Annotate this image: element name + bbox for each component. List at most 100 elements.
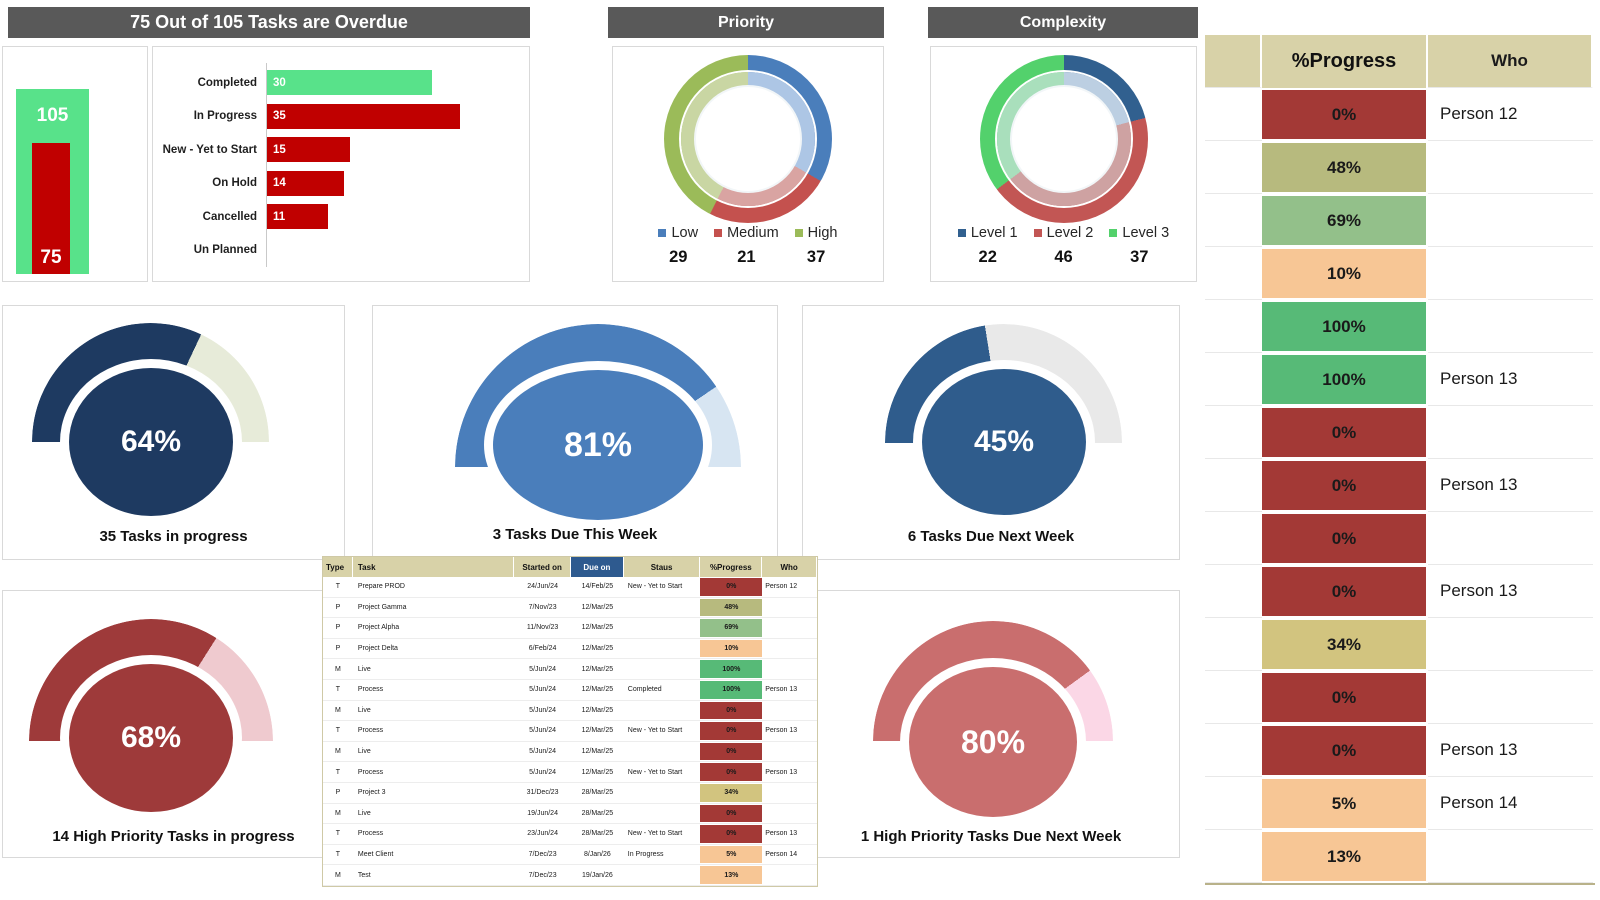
- magnified-progress-cell[interactable]: 13%: [1262, 830, 1428, 883]
- magnified-table-row[interactable]: 0%: [1205, 512, 1595, 565]
- table-cell[interactable]: 5%: [700, 845, 763, 865]
- task-table-header-cell[interactable]: Due on: [571, 557, 624, 577]
- table-cell[interactable]: 0%: [700, 824, 763, 844]
- table-cell[interactable]: Project Gamma: [357, 603, 407, 611]
- table-cell[interactable]: 100%: [700, 680, 763, 700]
- task-table-header-cell[interactable]: Staus: [623, 557, 701, 577]
- table-cell[interactable]: Live: [357, 809, 371, 817]
- table-cell[interactable]: [762, 742, 817, 762]
- table-cell[interactable]: Person 12: [765, 583, 798, 591]
- task-table-header-cell[interactable]: Started on: [514, 557, 571, 577]
- table-cell[interactable]: Prepare PROD: [357, 583, 405, 591]
- table-cell[interactable]: Meet Client: [357, 851, 394, 859]
- complexity-title-bar[interactable]: Complexity: [928, 7, 1198, 38]
- magnified-table-row[interactable]: 0% Person 13: [1205, 565, 1595, 618]
- table-cell[interactable]: Test: [357, 871, 371, 879]
- table-cell[interactable]: Process: [357, 727, 384, 735]
- table-cell[interactable]: 10%: [700, 639, 763, 659]
- magnified-progress-cell[interactable]: 48%: [1262, 141, 1428, 194]
- table-cell[interactable]: 5/Jun/24: [529, 768, 557, 776]
- table-cell[interactable]: Person 13: [765, 768, 798, 776]
- table-row[interactable]: P Project Gamma 7/Nov/23 12/Mar/25 48%: [323, 598, 817, 619]
- table-row[interactable]: T Meet Client 7/Dec/23 8/Jan/26 In Progress 5…: [323, 845, 817, 866]
- table-row[interactable]: M Live 5/Jun/24 12/Mar/25 0%: [323, 742, 817, 763]
- magnified-who-cell[interactable]: Person 13: [1428, 459, 1593, 512]
- table-cell[interactable]: T: [335, 686, 341, 694]
- magnified-progress-cell[interactable]: 0%: [1262, 724, 1428, 777]
- table-cell[interactable]: 100%: [700, 659, 763, 679]
- table-cell[interactable]: T: [335, 583, 341, 591]
- table-row[interactable]: M Live 19/Jun/24 28/Mar/25 0%: [323, 804, 817, 825]
- table-row[interactable]: P Project Alpha 11/Nov/23 12/Mar/25 69%: [323, 618, 817, 639]
- magnified-table-row[interactable]: 0% Person 13: [1205, 459, 1595, 512]
- magnified-progress-cell[interactable]: 0%: [1262, 459, 1428, 512]
- magnified-who-cell[interactable]: [1428, 141, 1593, 194]
- table-cell[interactable]: [624, 865, 701, 885]
- table-cell[interactable]: 7/Dec/23: [528, 851, 557, 859]
- table-cell[interactable]: 69%: [700, 618, 763, 638]
- table-cell[interactable]: 12/Mar/25: [581, 706, 614, 714]
- table-cell[interactable]: [762, 639, 817, 659]
- table-cell[interactable]: 12/Mar/25: [581, 624, 614, 632]
- magnified-progress-cell[interactable]: 10%: [1262, 247, 1428, 300]
- magnified-who-cell[interactable]: Person 13: [1428, 565, 1593, 618]
- table-cell[interactable]: 5/Jun/24: [529, 665, 557, 673]
- table-cell[interactable]: 0%: [700, 721, 763, 741]
- table-cell[interactable]: 0%: [700, 762, 763, 782]
- priority-title-bar[interactable]: Priority: [608, 7, 884, 38]
- magnified-table-row[interactable]: 100%: [1205, 300, 1595, 353]
- magnified-table-row[interactable]: 0% Person 12: [1205, 88, 1595, 141]
- magnified-table-row[interactable]: 69%: [1205, 194, 1595, 247]
- table-row[interactable]: T Process 5/Jun/24 12/Mar/25 New - Yet to St…: [323, 721, 817, 742]
- table-cell[interactable]: [762, 618, 817, 638]
- table-cell[interactable]: Live: [357, 706, 371, 714]
- table-cell[interactable]: 24/Jun/24: [527, 583, 558, 591]
- task-table-header-cell[interactable]: %Progress: [700, 557, 763, 577]
- table-cell[interactable]: 12/Mar/25: [581, 603, 614, 611]
- table-cell[interactable]: T: [335, 768, 341, 776]
- table-cell[interactable]: [624, 742, 701, 762]
- table-cell[interactable]: 5/Jun/24: [529, 686, 557, 694]
- task-table[interactable]: Type Task Started on Due on Staus %Progress Wh…: [322, 556, 818, 887]
- table-cell[interactable]: Project 3: [357, 789, 386, 797]
- table-cell[interactable]: T: [335, 830, 341, 838]
- table-cell[interactable]: [762, 701, 817, 721]
- magnified-who-cell[interactable]: [1428, 830, 1593, 883]
- table-cell[interactable]: 14/Feb/25: [581, 583, 614, 591]
- table-cell[interactable]: 12/Mar/25: [581, 665, 614, 673]
- magnified-who-cell[interactable]: Person 12: [1428, 88, 1593, 141]
- table-cell[interactable]: 12/Mar/25: [581, 768, 614, 776]
- table-row[interactable]: T Process 5/Jun/24 12/Mar/25 New - Yet to St…: [323, 762, 817, 783]
- table-cell[interactable]: M: [335, 871, 341, 879]
- table-cell[interactable]: 5/Jun/24: [529, 706, 557, 714]
- table-cell[interactable]: 34%: [700, 783, 763, 803]
- table-cell[interactable]: M: [335, 809, 341, 817]
- table-cell[interactable]: 7/Nov/23: [528, 603, 557, 611]
- table-cell[interactable]: Person 13: [765, 830, 798, 838]
- table-cell[interactable]: [762, 804, 817, 824]
- table-cell[interactable]: P: [335, 645, 341, 653]
- magnified-progress-cell[interactable]: 0%: [1262, 671, 1428, 724]
- magnified-table-row[interactable]: 0%: [1205, 671, 1595, 724]
- table-row[interactable]: T Process 5/Jun/24 12/Mar/25 Completed 100% Pe…: [323, 680, 817, 701]
- table-cell[interactable]: New - Yet to Start: [627, 727, 683, 735]
- table-cell[interactable]: 0%: [700, 742, 763, 762]
- magnified-table-row[interactable]: 10%: [1205, 247, 1595, 300]
- gauge-tasks-in-progress[interactable]: 64% 35 Tasks in progress: [2, 305, 345, 560]
- table-cell[interactable]: [762, 598, 817, 618]
- table-cell[interactable]: 0%: [700, 577, 763, 597]
- table-cell[interactable]: [624, 598, 701, 618]
- magnified-table-row[interactable]: 13%: [1205, 830, 1595, 883]
- table-row[interactable]: M Live 5/Jun/24 12/Mar/25 0%: [323, 701, 817, 722]
- magnified-who-cell[interactable]: [1428, 406, 1593, 459]
- table-cell[interactable]: New - Yet to Start: [627, 583, 683, 591]
- magnified-who-cell[interactable]: [1428, 618, 1593, 671]
- table-cell[interactable]: M: [335, 706, 341, 714]
- gauge-tasks-due-this-week[interactable]: 81% 3 Tasks Due This Week: [372, 305, 778, 560]
- task-table-header-cell[interactable]: Type: [323, 557, 353, 577]
- magnified-who-cell[interactable]: [1428, 194, 1593, 247]
- table-cell[interactable]: New - Yet to Start: [627, 830, 683, 838]
- magnified-who-cell[interactable]: [1428, 512, 1593, 565]
- table-cell[interactable]: [624, 659, 701, 679]
- task-table-header-cell[interactable]: Task: [352, 557, 515, 577]
